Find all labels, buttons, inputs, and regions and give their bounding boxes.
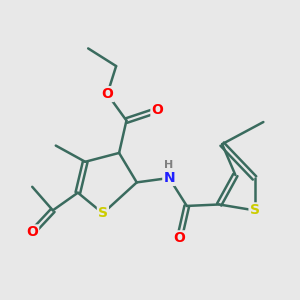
Text: O: O xyxy=(173,231,185,245)
Text: H: H xyxy=(164,160,173,170)
Text: S: S xyxy=(250,203,260,218)
Text: S: S xyxy=(98,206,108,220)
Text: N: N xyxy=(163,171,175,185)
Text: O: O xyxy=(101,87,113,101)
Text: O: O xyxy=(26,225,38,239)
Text: O: O xyxy=(152,103,163,117)
